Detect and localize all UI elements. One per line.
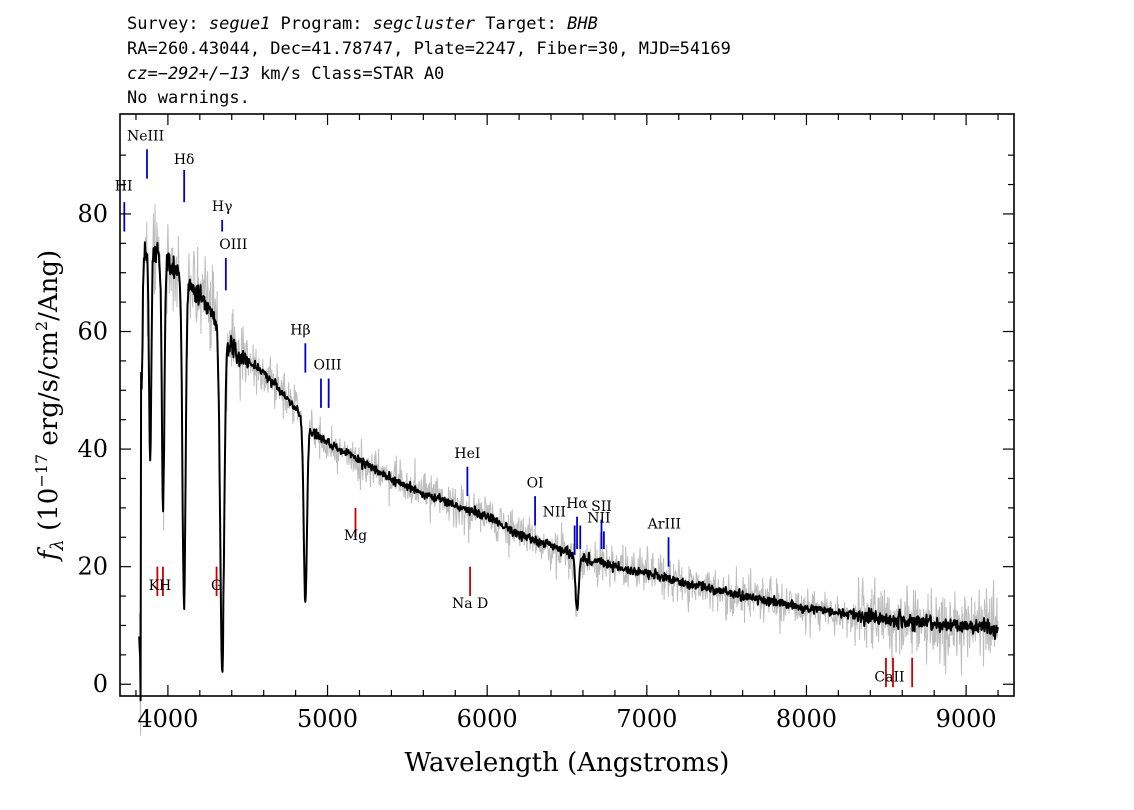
emission-line-label: SII	[591, 499, 612, 515]
absorption-line-label: Na D	[452, 596, 488, 612]
emission-line-label: Hβ	[290, 322, 310, 338]
y-tick-label: 60	[77, 318, 108, 346]
flux-series	[138, 241, 999, 702]
emission-line-label: OI	[527, 475, 544, 491]
spectrum-header: Survey: segue1 Program: segcluster Targe…	[127, 14, 731, 108]
y-axis-label-part: /Ang)	[34, 250, 64, 321]
header-segment: segcluster	[373, 14, 476, 34]
header-segment: km/s Class=STAR A0	[250, 64, 444, 84]
absorption-line-label: CaII	[874, 669, 904, 685]
y-axis-label-part: (10	[34, 488, 64, 540]
noise-layer	[138, 203, 999, 736]
header-line-redshift-class: cz=−292+/−13 km/s Class=STAR A0	[127, 64, 444, 84]
emission-line-label: ArIII	[647, 516, 681, 532]
header-line-warnings: No warnings.	[127, 88, 250, 108]
plot-frame	[119, 113, 1015, 697]
x-tick-label: 9000	[936, 705, 997, 733]
emission-line-label: OIII	[313, 358, 341, 374]
x-axis-label: Wavelength (Angstroms)	[405, 748, 730, 778]
emission-line-label: HeI	[454, 446, 480, 462]
header-segment: cz=−292+/−13	[127, 64, 250, 84]
axis-tick-labels: 4000 5000 6000 7000 8000 9000 0 20 40 60 80	[77, 200, 996, 733]
emission-line-label: NII	[543, 505, 566, 521]
emission-line-label: OIII	[219, 237, 247, 253]
emission-line-label: Hα	[566, 496, 588, 512]
y-axis-label: fλ (10−17 erg/s/cm2/Ang)	[32, 250, 68, 562]
x-tick-label: 4000	[137, 705, 198, 733]
x-tick-label: 5000	[297, 705, 358, 733]
emission-line-label: NII	[587, 511, 610, 527]
absorption-line-label: Mg	[344, 528, 367, 544]
y-axis-label-part: 2	[32, 321, 51, 331]
header-line-survey: Survey: segue1 Program: segcluster Targe…	[127, 14, 598, 34]
header-segment: Survey:	[127, 14, 209, 34]
header-segment: segue1	[209, 14, 270, 34]
noise-series	[138, 203, 999, 736]
x-tick-label: 7000	[616, 705, 677, 733]
y-axis-label-part: −17	[32, 454, 51, 488]
absorption-line-label: KH	[149, 578, 172, 594]
y-tick-label: 20	[77, 553, 108, 581]
header-line-coordinates: RA=260.43044, Dec=41.78747, Plate=2247, …	[127, 39, 731, 59]
flux-layer	[138, 241, 999, 702]
y-tick-label: 40	[77, 435, 108, 463]
y-axis-label-part: erg/s/cm	[34, 331, 64, 454]
x-tick-label: 8000	[776, 705, 837, 733]
axis-ticks	[120, 114, 1014, 696]
header-segment: BHB	[567, 14, 598, 34]
absorption-line-label: G	[211, 578, 222, 594]
emission-line-label: Hδ	[174, 152, 195, 168]
emission-line-label: Hγ	[212, 199, 233, 215]
y-tick-label: 0	[93, 670, 108, 698]
y-tick-label: 80	[77, 200, 108, 228]
x-tick-label: 6000	[457, 705, 518, 733]
header-segment: Target:	[475, 14, 567, 34]
emission-line-label: HI	[115, 178, 133, 194]
y-axis-label-part: λ	[47, 539, 68, 551]
header-segment: Program:	[270, 14, 372, 34]
emission-line-label: NeIII	[127, 128, 164, 144]
